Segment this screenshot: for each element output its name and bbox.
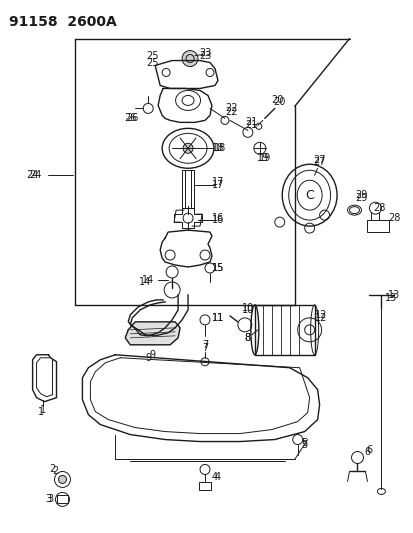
Text: 29: 29 [354, 190, 367, 200]
Circle shape [58, 475, 66, 483]
Text: 10: 10 [241, 305, 253, 315]
Text: 7: 7 [202, 340, 208, 350]
Text: 1: 1 [39, 405, 45, 415]
Circle shape [183, 143, 192, 154]
Text: 23: 23 [198, 51, 211, 61]
Text: 3: 3 [47, 495, 53, 504]
Text: 6: 6 [366, 445, 372, 455]
Text: 9: 9 [145, 353, 151, 363]
Text: 91158  2600A: 91158 2600A [9, 15, 116, 29]
Text: 17: 17 [211, 177, 223, 187]
Text: 16: 16 [211, 215, 223, 225]
Bar [182, 170, 194, 208]
Text: 21: 21 [245, 120, 257, 131]
Text: 17: 17 [211, 180, 223, 190]
Text: 12: 12 [315, 310, 327, 320]
Bar [254, 305, 314, 355]
Text: 9: 9 [149, 350, 155, 360]
Text: 22: 22 [225, 108, 237, 117]
Text: 3: 3 [45, 495, 52, 504]
Text: 24: 24 [29, 170, 42, 180]
Text: 18: 18 [214, 143, 225, 154]
Text: 4: 4 [214, 472, 221, 482]
Text: 20: 20 [271, 95, 283, 106]
Bar [199, 482, 211, 490]
Text: 28: 28 [373, 203, 385, 213]
Text: 13: 13 [387, 290, 399, 300]
Text: 8: 8 [244, 333, 250, 343]
Text: 20: 20 [273, 98, 285, 108]
Text: 15: 15 [211, 263, 223, 273]
Text: 26: 26 [126, 114, 138, 123]
Text: 12: 12 [315, 313, 327, 323]
Circle shape [182, 51, 197, 67]
Text: 1: 1 [38, 407, 43, 417]
Text: C: C [304, 189, 313, 201]
Text: 21: 21 [245, 117, 257, 127]
Text: 18: 18 [211, 143, 223, 154]
Text: 11: 11 [211, 313, 223, 323]
Bar [56, 495, 68, 503]
Text: 2: 2 [49, 464, 55, 474]
Text: 27: 27 [313, 155, 325, 165]
Text: 19: 19 [256, 154, 268, 163]
Text: 23: 23 [198, 47, 211, 58]
Text: 22: 22 [225, 103, 237, 114]
Text: 5: 5 [301, 438, 307, 448]
Text: 2: 2 [52, 466, 59, 477]
Text: 4: 4 [211, 472, 218, 482]
Text: 14: 14 [139, 277, 151, 287]
Text: 16: 16 [211, 213, 223, 223]
Text: 10: 10 [241, 303, 253, 313]
Text: 15: 15 [211, 263, 223, 273]
Text: 29: 29 [354, 193, 367, 203]
Text: 26: 26 [124, 114, 136, 123]
Polygon shape [125, 322, 180, 345]
Bar [367, 220, 389, 232]
Text: 7: 7 [202, 343, 208, 353]
Text: 24: 24 [26, 170, 39, 180]
Text: 14: 14 [142, 275, 154, 285]
Text: 28: 28 [387, 213, 400, 223]
Text: 25: 25 [145, 58, 158, 68]
Text: 11: 11 [211, 313, 223, 323]
Text: 8: 8 [244, 333, 250, 343]
Text: 25: 25 [145, 51, 158, 61]
Text: 13: 13 [385, 293, 396, 303]
Text: 19: 19 [258, 154, 270, 163]
Text: 5: 5 [301, 440, 307, 449]
Text: 27: 27 [313, 157, 325, 167]
Text: 6: 6 [363, 447, 370, 457]
